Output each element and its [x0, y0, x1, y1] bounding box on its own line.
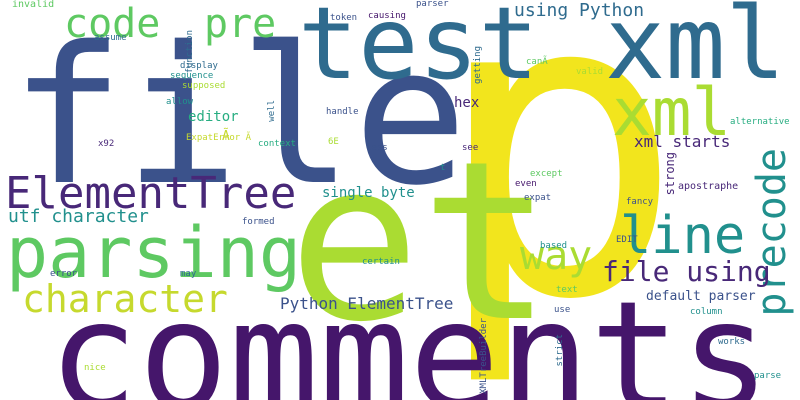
word-sequence: sequence	[170, 71, 214, 81]
word-6e: 6E	[328, 137, 339, 147]
word-text: text	[556, 285, 578, 295]
word-certain: certain	[362, 257, 400, 267]
word-can: canÃ	[526, 57, 548, 67]
word-based: based	[540, 241, 568, 251]
word-python-elementtree: Python ElementTree	[280, 294, 454, 313]
word-allow: allow	[166, 97, 194, 107]
word-line: line	[620, 206, 746, 266]
word-parse: parse	[754, 371, 782, 381]
word-formed: formed	[242, 217, 275, 227]
word-xml-green: xml	[612, 74, 732, 151]
word-assume: assume	[94, 33, 127, 43]
word-getting: getting	[473, 46, 483, 84]
word-column: column	[690, 307, 723, 317]
word-use: use	[554, 305, 571, 315]
word-expaterror: ExpatError Ã	[186, 133, 252, 143]
word-see: see	[462, 143, 479, 153]
word-file-using: file using	[602, 255, 771, 288]
word-well: well	[267, 100, 277, 122]
word-precode: precode	[749, 148, 795, 317]
word-utf-character: utf character	[8, 206, 149, 227]
word-invalid: invalid	[12, 0, 55, 10]
word-character: character	[22, 277, 228, 321]
word-fancy: fancy	[626, 197, 654, 207]
word-p: p	[432, 0, 685, 392]
word-causing: causing	[368, 11, 406, 21]
word-et: et	[288, 114, 553, 370]
word-hex: hex	[454, 95, 480, 111]
word-edit: EDIT	[616, 235, 638, 245]
word-pre: pre	[204, 1, 277, 47]
word-supposed: supposed	[182, 81, 226, 91]
word-x92: x92	[98, 139, 115, 149]
word-display: display	[180, 61, 218, 71]
word-xmltreebuilder: XMLTreeBuilder	[479, 318, 489, 394]
word-may: may	[180, 269, 197, 279]
word-file: file	[10, 6, 468, 227]
word-elementtree: ElementTree	[5, 168, 297, 219]
word-editor: editor	[188, 109, 239, 125]
word-apostraphe: apostraphe	[678, 181, 739, 192]
word-parser: parser	[416, 0, 449, 9]
word-strict: strict	[555, 334, 565, 367]
word-nice: nice	[84, 363, 106, 373]
word-error: error	[50, 269, 78, 279]
word-strong: strong	[663, 152, 677, 196]
word-less: less	[366, 143, 388, 153]
word-comments: comments	[48, 270, 771, 400]
word-a-tilde: Ã	[222, 129, 230, 144]
word-token: token	[330, 13, 358, 23]
word-works: works	[718, 337, 746, 347]
word-single-byte: single byte	[322, 185, 415, 201]
word-xml-starts: xml starts	[634, 132, 731, 151]
word-even: even	[515, 179, 537, 189]
word-handle: handle	[326, 107, 359, 117]
word-default-parser: default parser	[646, 289, 756, 304]
word-test-xml: test	[298, 0, 539, 102]
word-expat: expat	[524, 193, 552, 203]
word-code: code	[64, 1, 161, 47]
word-except: except	[530, 169, 563, 179]
word-way: way	[520, 233, 593, 279]
word-xml-large: xml	[605, 0, 786, 102]
word-using-python: using Python	[514, 0, 645, 21]
word-alternative: alternative	[730, 117, 790, 127]
word-parsing: parsing	[6, 212, 302, 294]
word-context: context	[258, 139, 296, 149]
word-t: t	[440, 163, 446, 173]
word-valid: valid	[576, 67, 604, 77]
